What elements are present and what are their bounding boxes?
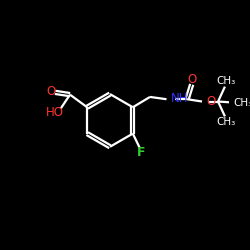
Text: O: O [187, 73, 196, 86]
Text: CH₃: CH₃ [216, 76, 236, 86]
Text: O: O [46, 85, 56, 98]
Text: CH₃: CH₃ [234, 98, 250, 108]
Text: O: O [206, 94, 216, 108]
Text: NH: NH [170, 92, 188, 105]
Text: CH₃: CH₃ [216, 117, 236, 127]
Text: F: F [136, 146, 145, 159]
Text: HO: HO [46, 106, 64, 119]
